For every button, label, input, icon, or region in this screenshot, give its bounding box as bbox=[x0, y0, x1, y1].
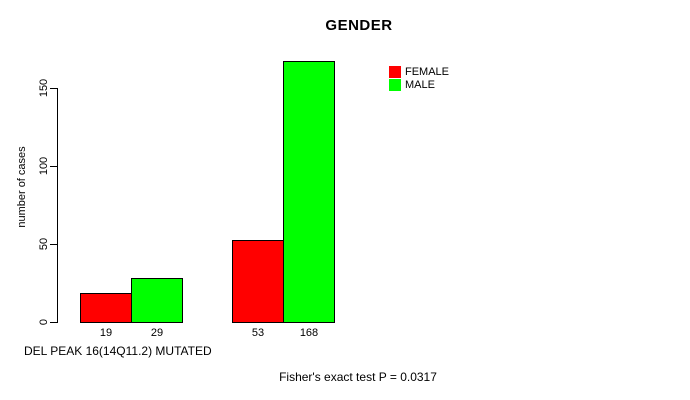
legend-swatch-female bbox=[389, 65, 401, 78]
legend-item-male: MALE bbox=[389, 78, 449, 91]
legend-label: MALE bbox=[405, 78, 435, 91]
chart-title: GENDER bbox=[325, 17, 393, 34]
y-tick-label: 150 bbox=[38, 78, 50, 98]
legend-item-female: FEMALE bbox=[389, 65, 449, 78]
y-tick-label: 0 bbox=[38, 318, 50, 326]
bar-male-group1 bbox=[131, 278, 183, 323]
y-tick-label: 100 bbox=[38, 156, 50, 176]
x-axis-label: DEL PEAK 16(14Q11.2) MUTATED bbox=[24, 344, 212, 358]
y-tick-mark bbox=[50, 244, 57, 245]
bar-female-group1 bbox=[80, 293, 132, 323]
y-axis-label: number of cases bbox=[16, 146, 28, 228]
bar-value-label: 168 bbox=[299, 327, 319, 339]
bar-value-label: 19 bbox=[99, 327, 113, 339]
y-tick-mark bbox=[50, 88, 57, 89]
bar-value-label: 53 bbox=[251, 327, 265, 339]
bar-female-group2 bbox=[232, 240, 284, 323]
y-tick-label: 50 bbox=[38, 237, 50, 251]
legend-label: FEMALE bbox=[405, 65, 450, 78]
legend-swatch-male bbox=[389, 78, 401, 91]
y-axis-line bbox=[57, 88, 58, 323]
y-tick-mark bbox=[50, 166, 57, 167]
bar-male-group2 bbox=[283, 61, 335, 323]
legend: FEMALE MALE bbox=[389, 65, 449, 91]
stat-annotation: Fisher's exact test P = 0.0317 bbox=[279, 370, 437, 384]
y-tick-mark bbox=[50, 322, 57, 323]
bar-value-label: 29 bbox=[150, 327, 164, 339]
